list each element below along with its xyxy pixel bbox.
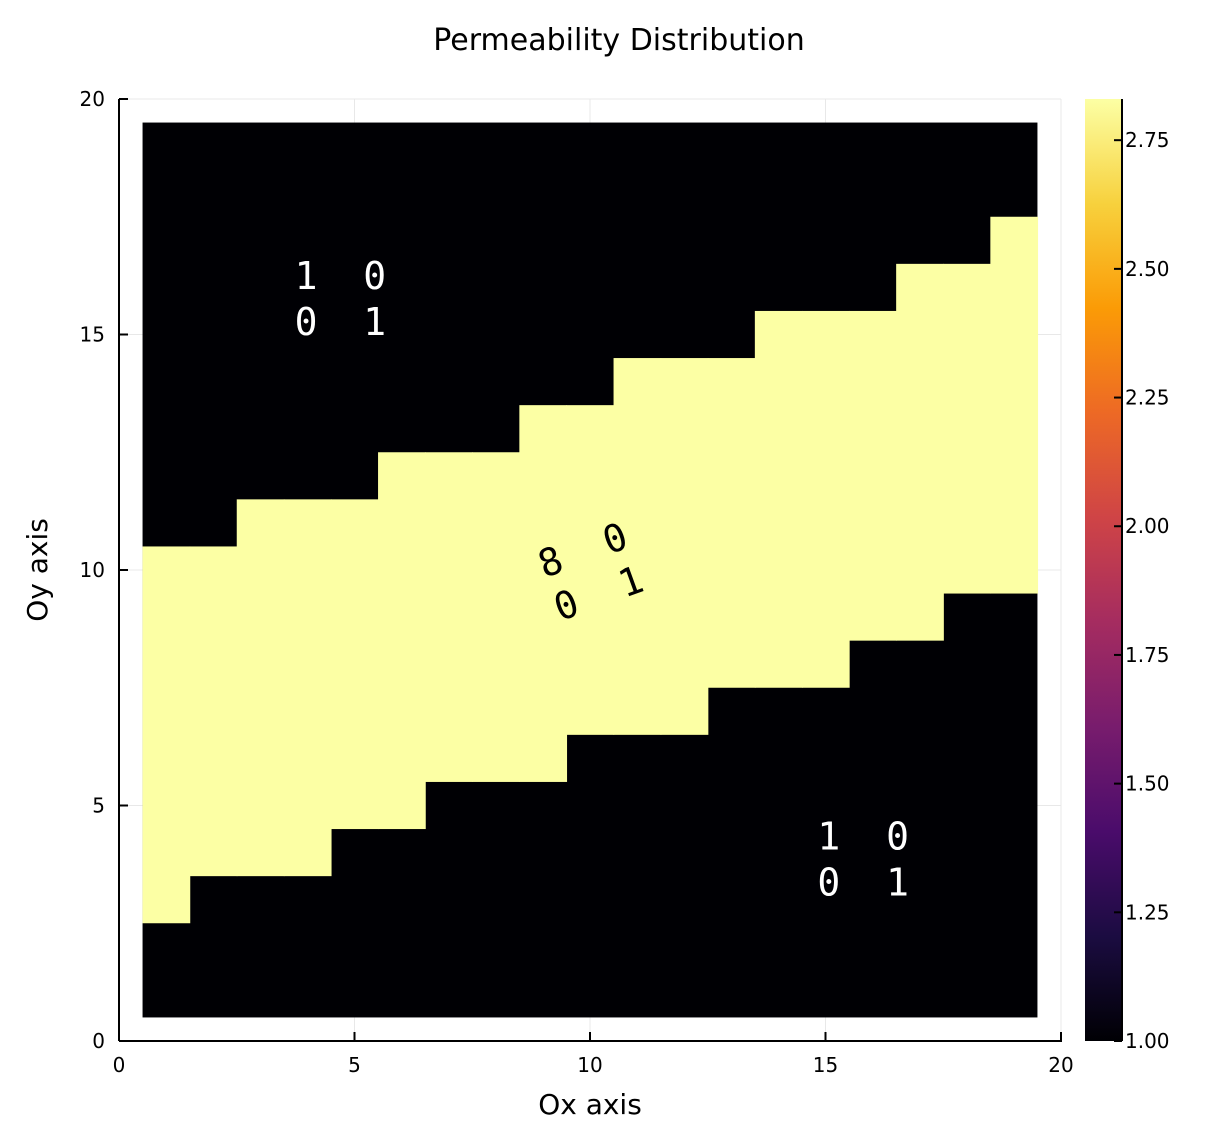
annotation-upper-left: 1 00 1	[295, 254, 387, 344]
y-tick-label: 15	[80, 323, 105, 347]
colorbar-tick-label: 1.50	[1125, 772, 1170, 796]
heatmap-cell-high	[519, 405, 568, 782]
heatmap-cell-high	[660, 358, 709, 735]
heatmap-cell-high	[896, 263, 944, 641]
colorbar-tick-label: 1.75	[1125, 643, 1170, 667]
colorbar-tick-label: 2.50	[1125, 257, 1170, 281]
heatmap-cell-high	[849, 310, 897, 641]
annotation-row: 1 0	[817, 814, 909, 858]
x-tick-label: 10	[577, 1053, 602, 1077]
heatmap-cell-high	[378, 452, 426, 830]
colorbar-tick-label: 2.25	[1125, 386, 1170, 410]
colorbar	[1085, 99, 1122, 1041]
annotation-row: 0 1	[295, 300, 387, 344]
colorbar-tick-label: 1.00	[1125, 1029, 1170, 1053]
y-axis-label: Oy axis	[21, 518, 54, 622]
heatmap-cell-high	[472, 452, 520, 782]
y-tick-label: 20	[80, 87, 105, 111]
colorbar-tick-label: 1.25	[1125, 900, 1170, 924]
x-tick-label: 0	[113, 1053, 126, 1077]
annotation-row: 1 0	[295, 254, 387, 298]
x-tick-label: 20	[1048, 1053, 1073, 1077]
x-axis-ticks: 0 5 10 15 20	[113, 1032, 1074, 1077]
heatmap-cell-high	[189, 546, 238, 877]
heatmap-cell-high	[990, 216, 1039, 594]
heatmap-cells	[142, 122, 1039, 1018]
heatmap-cell-high	[943, 263, 991, 594]
x-tick-label: 5	[348, 1053, 361, 1077]
heatmap-cell-high	[707, 358, 756, 688]
colorbar-tick-label: 2.75	[1125, 128, 1170, 152]
heatmap-cell-high	[330, 499, 379, 830]
annotation-lower-right: 1 00 1	[817, 814, 909, 904]
chart-title: Permeability Distribution	[433, 23, 804, 58]
y-tick-label: 5	[92, 794, 105, 818]
y-tick-label: 0	[92, 1029, 105, 1053]
y-axis-ticks: 0 5 10 15 20	[80, 87, 128, 1053]
x-tick-label: 15	[813, 1053, 838, 1077]
heatmap-cell-high	[142, 546, 191, 924]
colorbar-tick-label: 2.00	[1125, 514, 1170, 538]
heatmap-cell-high	[283, 499, 332, 877]
heatmap-cell-high	[754, 310, 803, 688]
heatmap-cell-high	[566, 405, 615, 735]
y-tick-label: 10	[80, 558, 105, 582]
x-axis-label: Ox axis	[538, 1088, 642, 1121]
heatmap-cell-high	[236, 499, 285, 877]
colorbar-ticks: 1.00 1.25 1.50 1.75 2.00 2.25 2.50 2.75	[1114, 99, 1170, 1053]
annotation-row: 0 1	[817, 860, 909, 904]
heatmap-cell-high	[425, 452, 473, 782]
heatmap-cell-high	[801, 310, 850, 688]
heatmap-cell-high	[613, 358, 662, 735]
